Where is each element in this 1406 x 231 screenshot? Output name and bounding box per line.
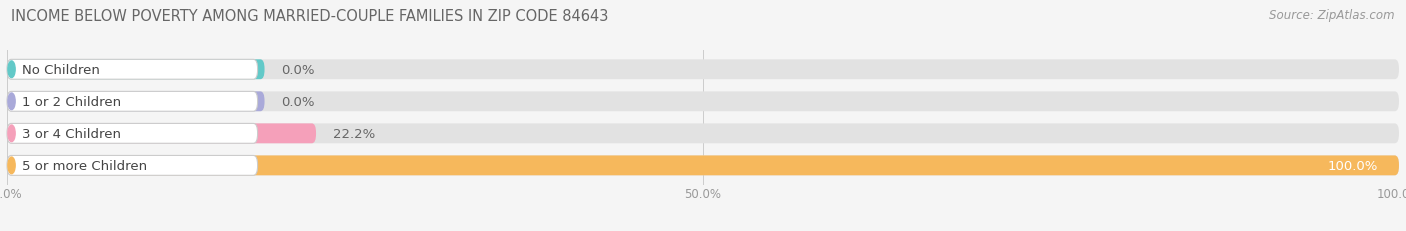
Circle shape bbox=[8, 94, 15, 110]
Text: 0.0%: 0.0% bbox=[281, 95, 315, 108]
Circle shape bbox=[8, 125, 15, 142]
Text: No Children: No Children bbox=[22, 64, 100, 76]
FancyBboxPatch shape bbox=[7, 60, 264, 80]
Text: Source: ZipAtlas.com: Source: ZipAtlas.com bbox=[1270, 9, 1395, 22]
FancyBboxPatch shape bbox=[7, 124, 1399, 144]
FancyBboxPatch shape bbox=[7, 60, 1399, 80]
FancyBboxPatch shape bbox=[7, 156, 1399, 176]
FancyBboxPatch shape bbox=[7, 92, 257, 112]
Text: 22.2%: 22.2% bbox=[333, 127, 375, 140]
FancyBboxPatch shape bbox=[7, 156, 1399, 176]
Circle shape bbox=[8, 62, 15, 78]
FancyBboxPatch shape bbox=[7, 60, 257, 80]
Text: 3 or 4 Children: 3 or 4 Children bbox=[22, 127, 121, 140]
Text: 5 or more Children: 5 or more Children bbox=[22, 159, 148, 172]
Text: 1 or 2 Children: 1 or 2 Children bbox=[22, 95, 121, 108]
Text: 0.0%: 0.0% bbox=[281, 64, 315, 76]
Circle shape bbox=[8, 157, 15, 174]
Text: 100.0%: 100.0% bbox=[1327, 159, 1378, 172]
FancyBboxPatch shape bbox=[7, 92, 264, 112]
Text: INCOME BELOW POVERTY AMONG MARRIED-COUPLE FAMILIES IN ZIP CODE 84643: INCOME BELOW POVERTY AMONG MARRIED-COUPL… bbox=[11, 9, 609, 24]
FancyBboxPatch shape bbox=[7, 124, 316, 144]
FancyBboxPatch shape bbox=[7, 92, 1399, 112]
FancyBboxPatch shape bbox=[7, 124, 257, 144]
FancyBboxPatch shape bbox=[7, 156, 257, 176]
